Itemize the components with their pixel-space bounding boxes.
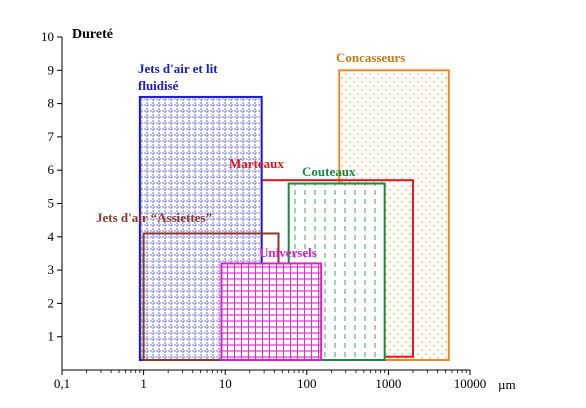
x-tick-label: 10000 [454,376,487,391]
box-universels [220,262,323,362]
y-tick-label: 3 [48,262,55,277]
x-tick-label: 0,1 [54,376,70,391]
label-concasseurs: Concasseurs [336,50,405,65]
label-jets-air-assiettes: Jets d'air “Assiettes” [96,210,212,225]
label-universels: Universels [259,245,317,260]
plot-boxes [138,69,450,362]
y-tick-label: 2 [48,295,55,310]
label-jets-air-fluidise: Jets d'air et lit fluidisé [138,61,221,93]
x-tick-label: 1 [140,376,147,391]
y-tick-label: 1 [48,329,55,344]
label-couteaux: Couteaux [302,164,356,179]
series-labels: Jets d'air et lit fluidisé Jets d'air “A… [96,50,405,260]
x-tick-label: 1000 [375,376,401,391]
label-marteaux: Marteaux [229,156,284,171]
x-axis-unit: µm [498,377,516,392]
y-axis-title: Dureté [72,27,113,42]
y-tick-label: 10 [41,29,54,44]
y-tick-label: 8 [48,96,55,111]
y-tick-label: 4 [48,229,55,244]
axes: 1 2 3 4 5 6 7 8 9 10 0,1 1 10 100 1000 10000 [41,29,486,391]
x-tick-label: 10 [219,376,232,391]
x-tick-label: 100 [297,376,317,391]
y-tick-label: 6 [48,162,55,177]
x-ticks: 0,1 1 10 100 1000 10000 [54,370,486,391]
y-tick-label: 9 [48,62,55,77]
y-tick-label: 5 [48,196,55,211]
y-tick-label: 7 [48,129,55,144]
y-ticks: 1 2 3 4 5 6 7 8 9 10 [41,29,62,344]
